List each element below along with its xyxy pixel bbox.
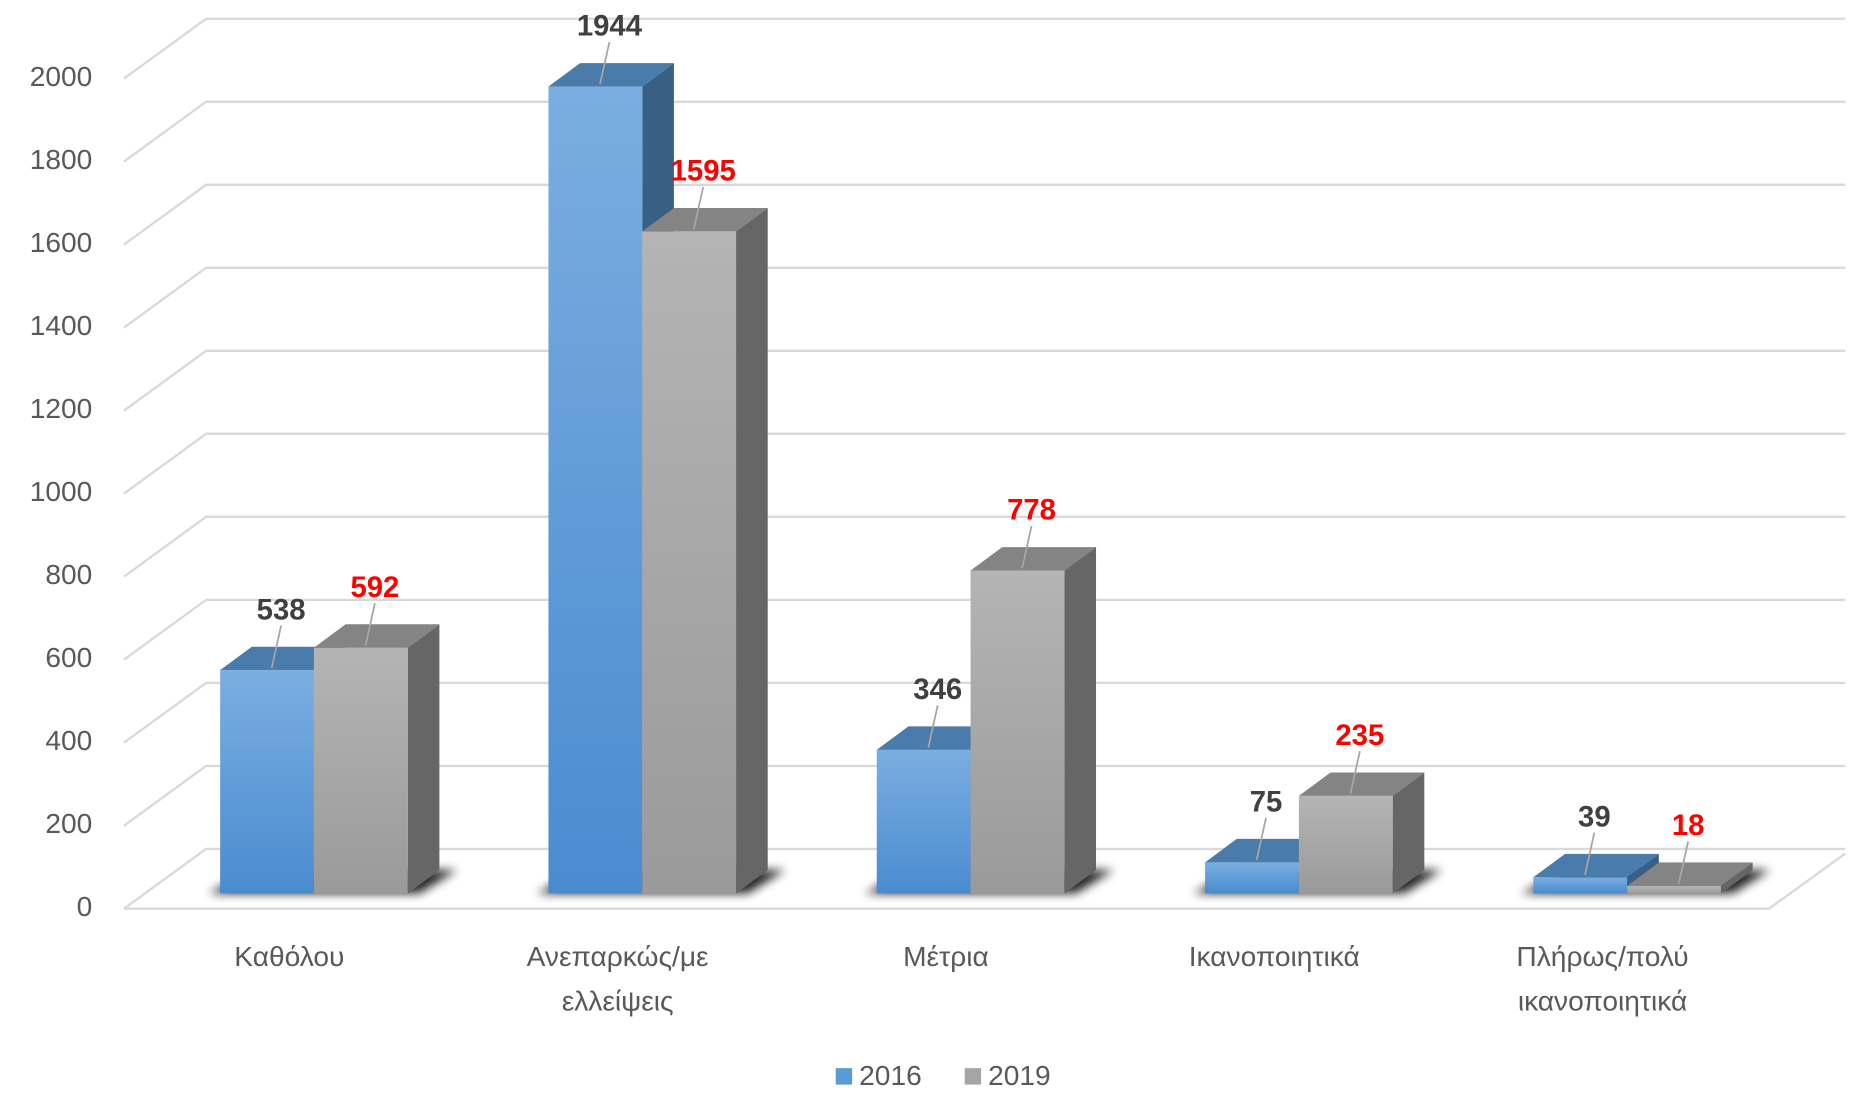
bar-front bbox=[970, 570, 1065, 894]
bar bbox=[970, 547, 1097, 894]
y-tick-label: 2000 bbox=[30, 61, 93, 92]
grid-line bbox=[123, 183, 1846, 246]
floor-line bbox=[1768, 852, 1846, 910]
bar-side bbox=[407, 624, 440, 894]
bar-front bbox=[220, 670, 314, 894]
label-leader bbox=[1677, 841, 1689, 884]
bar-top bbox=[1533, 853, 1659, 878]
x-tick-label: Μέτρια bbox=[903, 942, 989, 973]
grid-line bbox=[123, 515, 1846, 578]
bar-side bbox=[1064, 547, 1097, 894]
bar-top bbox=[970, 547, 1097, 571]
grid-line bbox=[123, 598, 1846, 661]
bar-top bbox=[1627, 862, 1753, 886]
label-leader bbox=[927, 705, 939, 748]
grid-line bbox=[123, 764, 1846, 827]
x-tick-label-line: Ικανοποιητικά bbox=[1189, 942, 1360, 973]
label-leader bbox=[270, 625, 282, 668]
y-tick-label: 1200 bbox=[30, 393, 93, 424]
bar-front bbox=[876, 749, 971, 894]
bar-front bbox=[1533, 877, 1628, 894]
x-tick-label: Ανεπαρκώς/με ελλείψεις bbox=[527, 942, 709, 1018]
legend-swatch bbox=[964, 1068, 982, 1085]
bar bbox=[1627, 862, 1753, 894]
grid-line bbox=[123, 17, 1846, 80]
bar-front bbox=[1298, 795, 1393, 894]
y-tick-label: 400 bbox=[45, 725, 92, 756]
data-label: 538 bbox=[257, 593, 306, 626]
y-tick-label: 0 bbox=[77, 891, 93, 922]
label-leader bbox=[692, 186, 705, 230]
y-tick-label: 1600 bbox=[30, 227, 93, 258]
bar-front bbox=[1205, 862, 1299, 894]
bar-top bbox=[313, 624, 440, 648]
bar bbox=[1298, 772, 1425, 894]
bar-front bbox=[1627, 885, 1721, 894]
data-label: 39 bbox=[1578, 800, 1611, 833]
x-tick-label-line: Ανεπαρκώς/με bbox=[527, 942, 709, 973]
grid-line bbox=[123, 681, 1846, 744]
grid-line bbox=[123, 266, 1846, 329]
bar bbox=[642, 207, 768, 894]
y-tick-label: 1800 bbox=[30, 144, 93, 175]
data-label: 346 bbox=[913, 673, 962, 706]
bar-top bbox=[642, 207, 768, 232]
label-leader bbox=[1021, 525, 1033, 569]
y-tick-label: 800 bbox=[45, 559, 92, 590]
bar-top bbox=[548, 63, 674, 87]
legend-swatch bbox=[835, 1068, 853, 1085]
data-label: 235 bbox=[1335, 719, 1384, 752]
label-leader bbox=[1584, 832, 1596, 876]
x-tick-label-line: ελλείψεις bbox=[562, 986, 674, 1017]
x-tick-label: Καθόλου bbox=[234, 942, 344, 973]
legend-label: 2016 bbox=[859, 1060, 922, 1091]
label-leader bbox=[1349, 751, 1361, 794]
bar-side bbox=[1720, 862, 1753, 894]
label-leader bbox=[364, 602, 376, 646]
data-label: 778 bbox=[1007, 494, 1056, 527]
y-tick-label: 1000 bbox=[30, 476, 93, 507]
bar-side bbox=[1392, 772, 1425, 894]
y-tick-label: 1400 bbox=[30, 310, 93, 341]
data-label: 1595 bbox=[671, 155, 736, 188]
label-leader bbox=[599, 41, 611, 85]
legend-label: 2019 bbox=[988, 1060, 1051, 1091]
x-tick-label-line: Πλήρως/πολύ bbox=[1516, 942, 1688, 973]
bar bbox=[313, 624, 440, 894]
y-tick-label: 200 bbox=[45, 808, 92, 839]
x-tick-label: Ικανοποιητικά bbox=[1189, 942, 1360, 973]
bar-top bbox=[1298, 772, 1425, 796]
bar-front bbox=[313, 647, 408, 894]
grid-line bbox=[123, 349, 1846, 412]
grid-line bbox=[123, 432, 1846, 495]
bar-front bbox=[548, 86, 643, 894]
bar-side bbox=[736, 207, 768, 894]
y-tick-label: 600 bbox=[45, 642, 92, 673]
grid-line bbox=[123, 100, 1846, 163]
x-tick-label-line: ικανοποιητικά bbox=[1518, 986, 1687, 1017]
data-label: 18 bbox=[1672, 809, 1705, 842]
x-tick-label-line: Μέτρια bbox=[903, 942, 989, 973]
data-label: 592 bbox=[350, 571, 399, 604]
bar-front bbox=[642, 231, 737, 894]
x-tick-label-line: Καθόλου bbox=[234, 942, 344, 973]
x-tick-label: Πλήρως/πολύ ικανοποιητικά bbox=[1516, 942, 1688, 1018]
data-label: 75 bbox=[1250, 785, 1283, 818]
label-leader bbox=[1255, 817, 1267, 861]
data-label: 1944 bbox=[577, 10, 643, 43]
